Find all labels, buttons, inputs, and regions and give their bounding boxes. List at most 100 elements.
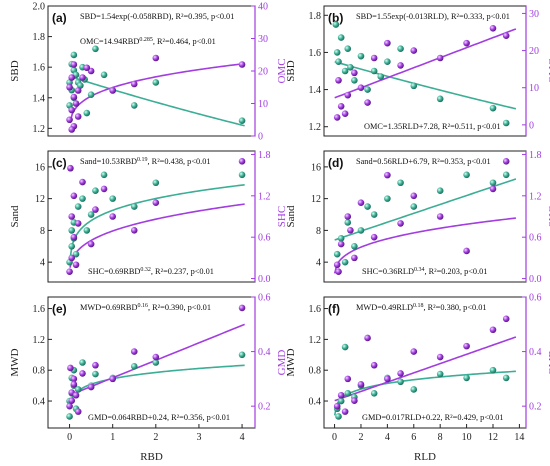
data-point-left — [370, 390, 378, 397]
data-point-left — [502, 171, 510, 179]
x-tick-label: 12 — [488, 432, 498, 443]
data-point-right — [130, 80, 138, 88]
data-point-right — [72, 391, 80, 399]
data-point-left — [152, 359, 160, 366]
data-point-left — [384, 58, 391, 66]
data-point-left — [377, 73, 385, 80]
data-point-left — [130, 102, 138, 109]
data-point-right — [83, 64, 91, 72]
data-point-right — [410, 47, 418, 54]
left-tick-label: 1.2 — [309, 335, 322, 346]
data-point-left — [333, 250, 341, 258]
right-tick-label: 0.2 — [258, 402, 271, 413]
left-tick-label: 8 — [316, 226, 321, 237]
data-point-left — [337, 397, 345, 405]
x-tick-label: 4 — [385, 432, 390, 443]
data-point-right — [333, 114, 341, 121]
equation-right: GMD=0.017RLD+0.22, R²=0.429, p<0.01 — [362, 413, 504, 422]
left-tick-label: 1.6 — [309, 48, 322, 59]
data-point-right — [70, 61, 78, 68]
left-tick-label: 1.2 — [309, 122, 322, 133]
fit-line-right — [334, 28, 517, 99]
left-tick-label: 16 — [311, 162, 321, 173]
data-point-left — [335, 58, 342, 66]
data-point-right — [70, 233, 78, 241]
right-axis-label: GMD — [547, 350, 550, 376]
data-point-left — [502, 374, 510, 382]
data-point-left — [370, 67, 378, 75]
data-point-left — [337, 34, 345, 41]
data-point-left — [83, 109, 91, 117]
right-tick-label: 30 — [258, 34, 268, 45]
right-tick-label: 0.0 — [258, 274, 271, 285]
data-point-left — [397, 45, 404, 53]
right-axis-label: OMC — [547, 58, 550, 83]
left-tick-label: 1.8 — [309, 11, 322, 22]
data-point-right — [68, 126, 76, 133]
data-point-left — [397, 179, 404, 187]
data-point-left — [72, 250, 80, 258]
left-tick-label: 4 — [316, 258, 321, 269]
x-tick-label: 10 — [462, 432, 472, 443]
right-tick-label: 0 — [529, 120, 534, 131]
equation-left: SBD=1.55exp(-0.013RLD), R²=0.333, p<0.01 — [356, 12, 510, 21]
data-point-right — [100, 185, 108, 193]
left-axis-label: MWD — [285, 348, 297, 376]
panel-label: (e) — [52, 302, 67, 316]
data-point-left — [351, 242, 358, 250]
data-point-right — [344, 91, 352, 99]
data-point-right — [67, 364, 74, 372]
x-tick-label: 6 — [411, 432, 416, 443]
data-point-right — [364, 99, 371, 106]
data-point-right — [66, 268, 73, 275]
data-point-right — [410, 192, 418, 200]
data-point-right — [502, 158, 510, 165]
data-point-left — [502, 119, 510, 127]
data-point-left — [70, 51, 78, 59]
data-point-right — [66, 83, 73, 91]
x-tick-label: 1 — [110, 432, 115, 443]
data-point-right — [335, 76, 342, 84]
data-point-right — [74, 87, 82, 94]
equation-right: OMC=14.94RBD0.285, R²=0.464, p<0.01 — [80, 37, 216, 46]
left-tick-label: 0.8 — [33, 366, 46, 377]
equation-left: MWD=0.69RBD0.16, R²=0.390, p<0.01 — [80, 303, 211, 312]
data-point-right — [397, 62, 404, 69]
data-point-left — [87, 91, 95, 99]
data-point-left — [344, 219, 352, 226]
data-point-left — [83, 227, 91, 234]
data-point-left — [347, 63, 354, 71]
data-point-right — [341, 408, 349, 415]
data-point-right — [238, 158, 246, 165]
data-point-left — [238, 351, 246, 359]
data-point-right — [109, 87, 116, 94]
data-point-left — [68, 227, 76, 234]
data-point-right — [68, 106, 76, 114]
data-point-right — [351, 397, 358, 405]
left-tick-label: 1.2 — [33, 335, 46, 346]
data-point-right — [341, 110, 349, 118]
left-tick-label: 1.8 — [33, 32, 46, 43]
equation-right: GMD=0.064RBD+0.24, R²=0.356, p<0.01 — [88, 413, 230, 422]
data-point-right — [489, 326, 497, 334]
equation-right: OMC=1.35RLD+7.28, R²=0.511, p<0.01 — [364, 122, 501, 131]
data-point-left — [436, 370, 444, 378]
right-tick-label: 0.4 — [529, 347, 542, 358]
data-point-right — [337, 102, 345, 110]
data-point-right — [109, 213, 116, 220]
data-point-left — [238, 171, 246, 179]
data-point-right — [68, 213, 76, 220]
data-point-right — [357, 199, 365, 207]
data-point-left — [100, 71, 108, 79]
right-tick-label: 10 — [529, 83, 539, 94]
right-tick-label: 0 — [258, 132, 263, 143]
data-point-right — [74, 408, 82, 415]
data-point-right — [463, 247, 470, 255]
data-point-left — [341, 343, 349, 351]
equation-left: MWD=0.49RLD0.18, R²=0.380, p<0.01 — [356, 303, 487, 312]
x-tick-label: 4 — [240, 432, 245, 443]
data-point-right — [92, 206, 99, 213]
panel-f: 0.4 0.8 1.2 1.6 0.2 0.4 0.6 0 2 4 6 8 10 12 14 MWD GMD RL… — [285, 293, 550, 464]
data-point-right — [109, 375, 116, 383]
data-point-right — [79, 370, 86, 377]
